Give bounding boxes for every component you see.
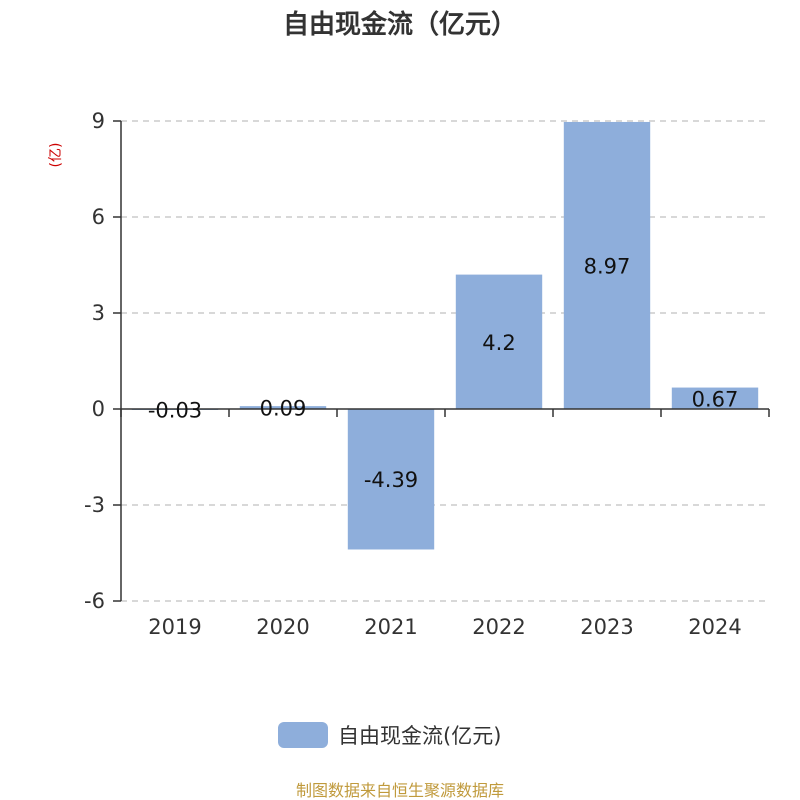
y-tick-label: 3 <box>92 301 105 325</box>
legend-swatch <box>278 722 328 748</box>
legend-label: 自由现金流(亿元) <box>338 724 501 748</box>
bar-2024[interactable] <box>671 387 759 409</box>
bars <box>131 121 759 550</box>
legend[interactable]: 自由现金流(亿元) <box>278 722 501 748</box>
bar-2023[interactable] <box>563 121 651 410</box>
y-tick-label: 6 <box>92 205 105 229</box>
data-label-2022: 4.2 <box>482 331 515 355</box>
source-footnote: 制图数据来自恒生聚源数据库 <box>296 781 504 800</box>
chart-title: 自由现金流（亿元） <box>283 9 517 40</box>
x-tick-label: 2021 <box>364 615 417 639</box>
y-tick-label: 0 <box>92 397 105 421</box>
axes: 9 6 3 0 -3 -6 2019 2020 2021 2022 2023 2024 <box>84 109 770 639</box>
x-tick-label: 2023 <box>580 615 633 639</box>
x-tick-label: 2022 <box>472 615 525 639</box>
data-labels: -0.03 0.09 -4.39 4.2 8.97 0.67 <box>148 254 739 492</box>
data-label-2021: -4.39 <box>364 468 418 492</box>
bar-2022[interactable] <box>455 274 543 409</box>
data-label-2019: -0.03 <box>148 398 202 422</box>
data-label-2020: 0.09 <box>260 397 307 421</box>
bar-2020[interactable] <box>239 406 327 409</box>
x-tick-label: 2019 <box>148 615 201 639</box>
x-tick-label: 2020 <box>256 615 309 639</box>
y-tick-label: -3 <box>84 493 105 517</box>
data-label-2024: 0.67 <box>692 387 739 411</box>
y-tick-label: -6 <box>84 589 105 613</box>
bar-2021[interactable] <box>347 409 435 550</box>
data-label-2023: 8.97 <box>584 254 631 278</box>
y-axis-unit-label: (亿) <box>48 143 64 168</box>
grid-lines <box>121 120 769 602</box>
y-tick-label: 9 <box>92 109 105 133</box>
x-tick-label: 2024 <box>688 615 741 639</box>
